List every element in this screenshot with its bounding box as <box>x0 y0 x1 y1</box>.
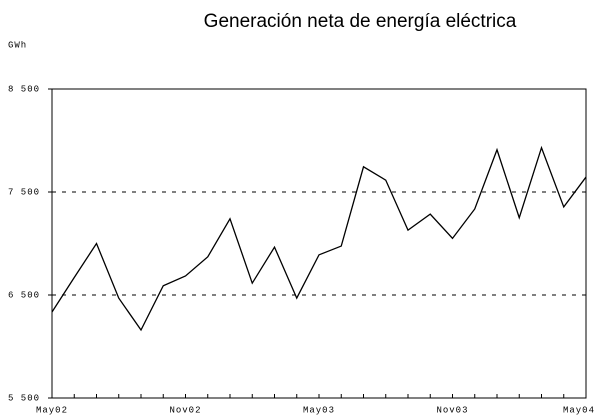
y-tick-label: 5 500 <box>8 393 40 403</box>
x-tick-label: May02 <box>36 405 68 415</box>
x-tick-label: Nov02 <box>169 405 201 415</box>
y-tick-label: 8 500 <box>8 84 40 94</box>
y-axis-label: GWh <box>8 40 27 50</box>
chart-title: Generación neta de energía eléctrica <box>204 11 517 32</box>
x-tick-label: May04 <box>563 405 595 415</box>
series-line <box>51 145 587 332</box>
x-tick-label: Nov03 <box>436 405 468 415</box>
y-tick-label: 7 500 <box>8 187 40 197</box>
plot-frame <box>51 88 587 399</box>
x-tick-label: May03 <box>303 405 335 415</box>
y-tick-label: 6 500 <box>8 290 40 300</box>
